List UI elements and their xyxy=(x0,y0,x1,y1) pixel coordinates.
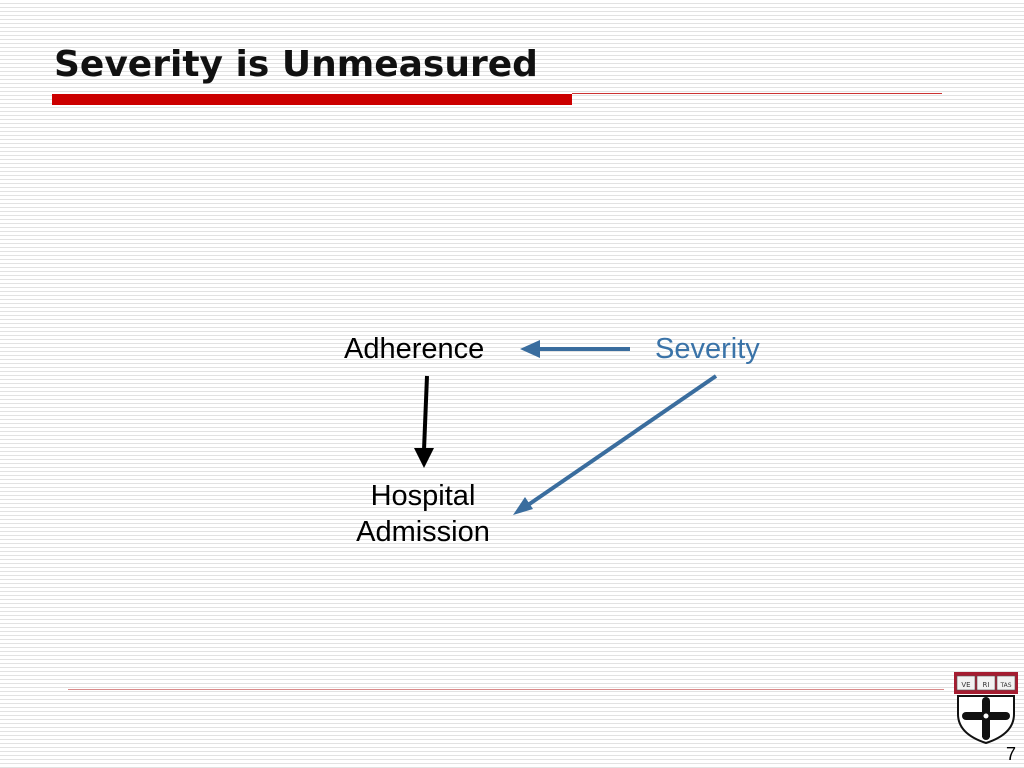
node-adherence: Adherence xyxy=(344,333,485,365)
edge-adherence-to-hospital xyxy=(414,375,434,468)
svg-text:RI: RI xyxy=(983,681,990,689)
slide-title: Severity is Unmeasured xyxy=(54,44,538,85)
footer-rule xyxy=(68,689,944,690)
edge-severity-to-hospital xyxy=(513,374,718,515)
harvard-shield-logo: VE RI TAS xyxy=(954,672,1018,744)
page-number: 7 xyxy=(1006,744,1017,764)
node-hospital-line1: Hospital xyxy=(370,480,476,512)
edge-severity-to-adherence xyxy=(520,340,630,358)
node-severity: Severity xyxy=(655,333,760,365)
title-underline-bar xyxy=(52,94,572,105)
svg-text:VE: VE xyxy=(961,681,970,689)
node-hospital-line2: Admission xyxy=(356,516,490,548)
title-underline-rule xyxy=(572,93,942,94)
svg-text:TAS: TAS xyxy=(999,682,1011,689)
node-hospital-admission: Hospital Admission xyxy=(344,478,502,550)
